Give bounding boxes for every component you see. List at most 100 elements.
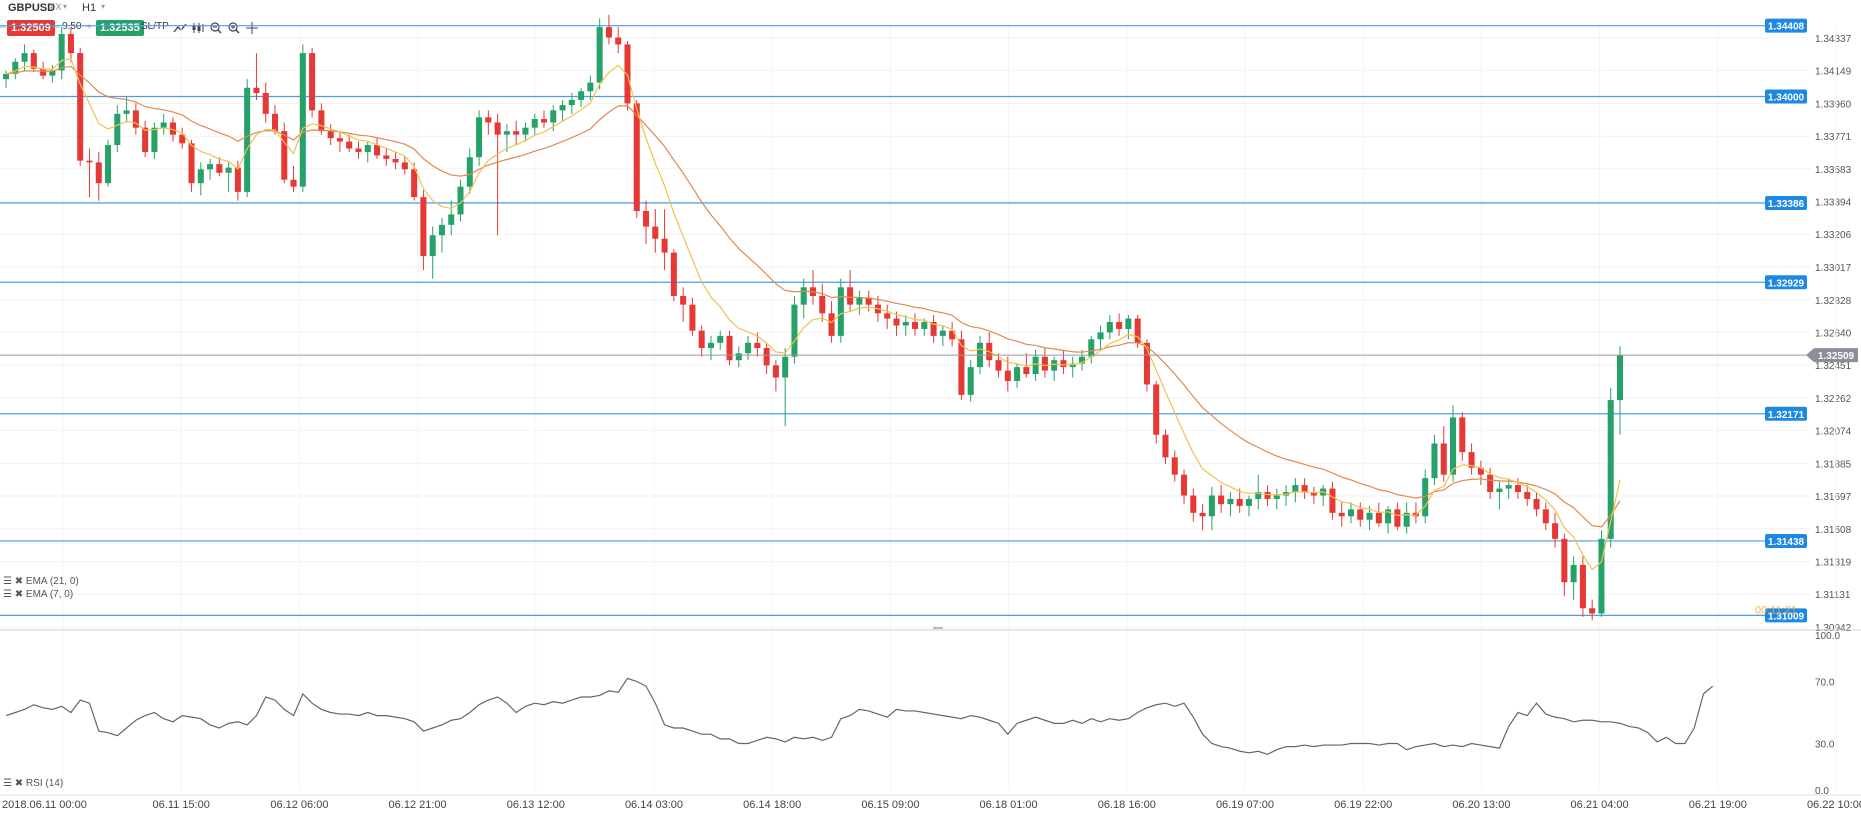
candle[interactable]: [86, 148, 93, 198]
candle[interactable]: [1347, 502, 1355, 524]
menu-icon[interactable]: ☰: [3, 778, 12, 789]
candle[interactable]: [327, 124, 334, 146]
candle[interactable]: [466, 148, 473, 194]
candle[interactable]: [1589, 599, 1596, 621]
candle[interactable]: [1078, 349, 1086, 371]
candle[interactable]: [290, 165, 297, 192]
candle[interactable]: [58, 27, 65, 80]
candle[interactable]: [77, 47, 84, 166]
candle[interactable]: [986, 332, 993, 368]
candle[interactable]: [1153, 380, 1160, 444]
candle[interactable]: [40, 61, 47, 80]
timeframe-selector[interactable]: H1: [82, 2, 97, 14]
level-tag[interactable]: [1765, 608, 1807, 623]
candle[interactable]: [262, 82, 269, 123]
candle[interactable]: [531, 113, 538, 135]
candle[interactable]: [1283, 485, 1290, 506]
candle[interactable]: [930, 315, 937, 343]
candle[interactable]: [1255, 474, 1262, 510]
candle[interactable]: [540, 110, 548, 128]
candle[interactable]: [1496, 481, 1503, 510]
volume-input[interactable]: 0.50: [62, 21, 82, 32]
level-tag[interactable]: [1765, 18, 1807, 33]
candle[interactable]: [856, 290, 863, 316]
candle[interactable]: [912, 313, 919, 336]
candle[interactable]: [1162, 429, 1169, 465]
candle[interactable]: [1533, 492, 1540, 517]
candle[interactable]: [958, 330, 965, 401]
candle[interactable]: [503, 124, 510, 152]
candle[interactable]: [411, 162, 418, 201]
candle[interactable]: [1616, 346, 1624, 435]
ema21-legend[interactable]: ☰ ✖ EMA (21, 0): [3, 576, 79, 587]
candle[interactable]: [939, 325, 946, 347]
candle[interactable]: [1125, 315, 1132, 340]
ema7-legend[interactable]: ☰ ✖ EMA (7, 0): [3, 589, 73, 600]
candle[interactable]: [513, 120, 520, 146]
candle[interactable]: [457, 179, 464, 222]
candle[interactable]: [346, 134, 353, 152]
candle[interactable]: [596, 18, 603, 90]
candle[interactable]: [1171, 450, 1178, 482]
candle[interactable]: [1403, 502, 1410, 534]
candle[interactable]: [253, 53, 260, 100]
candle[interactable]: [179, 127, 186, 149]
candle[interactable]: [494, 113, 501, 236]
zoom-out-icon[interactable]: [207, 19, 225, 37]
candle[interactable]: [1477, 460, 1484, 486]
decrease-volume-icon[interactable]: –: [53, 21, 60, 33]
candle[interactable]: [837, 278, 844, 343]
candle[interactable]: [745, 335, 752, 361]
candle[interactable]: [1051, 356, 1058, 381]
candle[interactable]: [1394, 502, 1401, 531]
candle[interactable]: [791, 295, 798, 364]
candle[interactable]: [336, 131, 343, 152]
candle[interactable]: [1329, 481, 1336, 520]
candle[interactable]: [847, 269, 854, 312]
candle[interactable]: [420, 190, 427, 270]
candle[interactable]: [1097, 325, 1104, 350]
candle[interactable]: [578, 87, 585, 107]
candle[interactable]: [30, 49, 37, 73]
candle[interactable]: [661, 209, 668, 270]
candle[interactable]: [1385, 505, 1392, 534]
level-tag[interactable]: [1765, 89, 1807, 104]
candle[interactable]: [689, 297, 696, 336]
candle[interactable]: [1320, 485, 1327, 506]
candle[interactable]: [309, 47, 316, 118]
candle[interactable]: [865, 290, 872, 312]
candle[interactable]: [1245, 495, 1252, 517]
candle[interactable]: [318, 103, 325, 135]
candle[interactable]: [949, 322, 956, 347]
candle[interactable]: [225, 162, 232, 192]
chevron-down-icon[interactable]: ▾: [63, 2, 68, 11]
candle[interactable]: [1190, 488, 1197, 522]
candle[interactable]: [132, 103, 139, 135]
candle[interactable]: [1357, 502, 1364, 527]
candle[interactable]: [1552, 512, 1559, 548]
candle[interactable]: [364, 141, 371, 163]
candle[interactable]: [800, 278, 807, 319]
candle[interactable]: [1338, 502, 1345, 527]
candle[interactable]: [772, 360, 779, 392]
candle[interactable]: [643, 200, 650, 244]
candle[interactable]: [763, 342, 770, 375]
close-icon[interactable]: ✖: [14, 576, 24, 587]
candle[interactable]: [1069, 356, 1076, 378]
candle[interactable]: [151, 122, 158, 159]
candle[interactable]: [995, 353, 1002, 378]
menu-icon[interactable]: ☰: [3, 576, 12, 587]
candle[interactable]: [670, 249, 677, 302]
candle[interactable]: [1208, 486, 1215, 531]
candle[interactable]: [1264, 485, 1271, 506]
candle[interactable]: [1459, 412, 1466, 461]
candle[interactable]: [707, 335, 714, 361]
candle[interactable]: [383, 148, 390, 166]
pane-resize-handle[interactable]: [933, 627, 943, 629]
candle[interactable]: [698, 325, 705, 357]
candle[interactable]: [1218, 485, 1225, 513]
candle[interactable]: [299, 44, 306, 192]
candle[interactable]: [476, 110, 483, 166]
candle[interactable]: [1088, 335, 1095, 364]
